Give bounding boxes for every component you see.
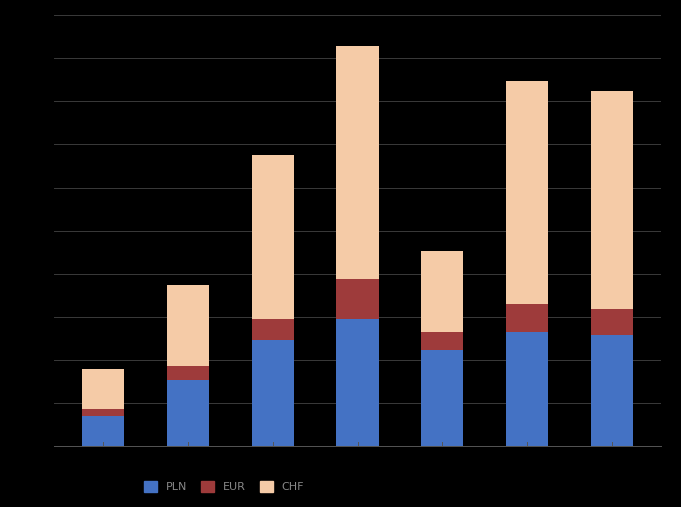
Bar <box>336 46 379 279</box>
Bar <box>506 81 548 304</box>
Bar <box>421 251 464 332</box>
Bar <box>336 319 379 446</box>
Bar <box>506 332 548 446</box>
Bar <box>82 410 125 416</box>
Bar <box>590 91 633 309</box>
Bar <box>82 369 125 410</box>
Bar <box>251 319 294 340</box>
Bar <box>421 350 464 446</box>
Bar <box>590 335 633 446</box>
Legend: PLN, EUR, CHF: PLN, EUR, CHF <box>140 476 308 497</box>
Bar <box>590 309 633 335</box>
Bar <box>421 332 464 350</box>
Bar <box>82 416 125 446</box>
Bar <box>506 304 548 332</box>
Bar <box>167 380 209 446</box>
Bar <box>251 340 294 446</box>
Bar <box>167 366 209 380</box>
Bar <box>167 285 209 366</box>
Bar <box>251 155 294 319</box>
Bar <box>336 279 379 319</box>
